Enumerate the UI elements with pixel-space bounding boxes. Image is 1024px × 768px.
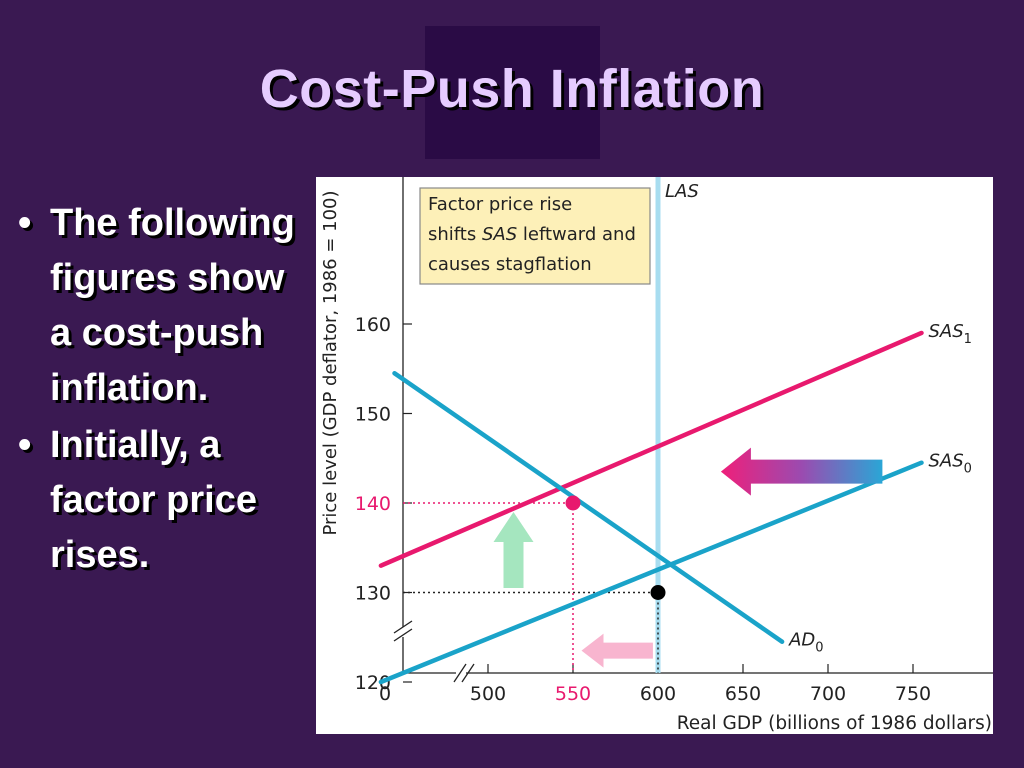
y-axis-break [393, 628, 413, 642]
bullet-marker: • [18, 424, 32, 466]
annotation-text: shifts SAS leftward and [428, 224, 636, 245]
x-axis-break [453, 663, 467, 683]
gdp-left-arrow [581, 633, 653, 668]
equilibrium-point [650, 585, 666, 600]
curve-label-ad0: AD0 [788, 630, 823, 656]
bullet-marker: • [18, 202, 32, 244]
curve-label-sas1: SAS1 [929, 321, 972, 347]
bullet-list: • The following figures show a cost-push … [14, 196, 314, 585]
annotation-box [419, 187, 651, 285]
sas-shift-arrow [720, 447, 883, 496]
x-axis-break-gap [456, 669, 466, 677]
x-tick-label: 750 [895, 683, 931, 705]
x-tick-label: 600 [640, 683, 676, 705]
las-label: LAS [665, 181, 699, 202]
bullet-item: • Initially, a factor price rises. [14, 418, 314, 583]
price-up-arrow [493, 511, 534, 589]
annotation-text: causes stagflation [428, 254, 592, 275]
y-tick-label: 160 [355, 314, 391, 336]
curve-label-sas0: SAS0 [929, 451, 972, 477]
annotation-text: Factor price rise [428, 194, 572, 215]
origin-label: 0 [379, 683, 391, 705]
x-tick-label: 700 [810, 683, 846, 705]
bullet-item: • The following figures show a cost-push … [14, 196, 314, 416]
bullet-text: The following figures show a cost-push i… [50, 202, 295, 409]
y-tick-label: 140 [355, 493, 391, 515]
x-axis-label: Real GDP (billions of 1986 dollars) [677, 713, 992, 734]
title-decoration [425, 26, 600, 159]
chart-svg: 120 130 140 150 160 500 550 600 650 700 750 0 Real G… [320, 177, 993, 734]
y-tick-label: 150 [355, 404, 391, 426]
curve-ad0 [392, 370, 785, 644]
x-axis-break [461, 663, 475, 683]
slide-title: Cost-Push Inflation [259, 59, 765, 119]
y-tick-label: 130 [355, 583, 391, 605]
x-tick-label: 650 [725, 683, 761, 705]
x-tick-label: 550 [555, 683, 591, 705]
x-tick-label: 500 [470, 683, 506, 705]
curve-sas0 [378, 460, 924, 685]
bullet-text: Initially, a factor price rises. [50, 424, 257, 576]
equilibrium-point [565, 495, 581, 511]
y-axis-label: Price level (GDP deflator, 1986 = 100) [320, 190, 341, 535]
y-axis-break [393, 620, 413, 634]
y-tick-label: 120 [355, 672, 391, 694]
chart-panel: 120 130 140 150 160 500 550 600 650 700 750 0 Real G… [316, 177, 993, 734]
y-axis-break-gap [397, 627, 409, 637]
curve-sas1 [378, 330, 924, 568]
